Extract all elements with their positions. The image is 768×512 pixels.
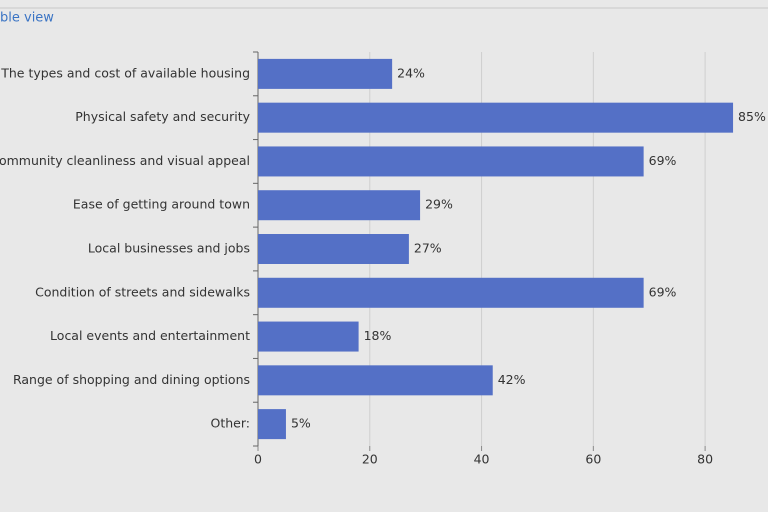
y-tick-label: Other: xyxy=(211,416,250,431)
y-tick-label: Ease of getting around town xyxy=(73,197,250,212)
bar xyxy=(258,321,359,352)
bar xyxy=(258,58,393,89)
data-label: 24% xyxy=(397,65,425,80)
x-tick-label: 60 xyxy=(585,452,601,467)
bar xyxy=(258,102,734,133)
y-tick-label: Local businesses and jobs xyxy=(88,241,250,256)
data-label: 5% xyxy=(291,416,311,431)
data-label: 18% xyxy=(364,328,392,343)
y-tick-label: Physical safety and security xyxy=(75,109,250,124)
bar xyxy=(258,365,493,396)
data-label: 29% xyxy=(425,197,453,212)
y-tick-label: Local events and entertainment xyxy=(50,328,250,343)
bar xyxy=(258,190,421,221)
data-label: 85% xyxy=(738,109,766,124)
y-tick-label: The types and cost of available housing xyxy=(0,65,250,80)
x-tick-label: 20 xyxy=(362,452,378,467)
bar xyxy=(258,146,644,177)
x-tick-label: 40 xyxy=(474,452,490,467)
data-label: 69% xyxy=(649,284,677,299)
data-label: 69% xyxy=(649,153,677,168)
data-label: 42% xyxy=(498,372,526,387)
y-tick-label: Condition of streets and sidewalks xyxy=(35,284,250,299)
table-view-link[interactable]: ble view xyxy=(0,11,54,26)
bar xyxy=(258,409,286,440)
x-tick-label: 0 xyxy=(254,452,262,467)
y-tick-label: ommunity cleanliness and visual appeal xyxy=(0,153,250,168)
data-label: 27% xyxy=(414,241,442,256)
y-tick-label: Range of shopping and dining options xyxy=(13,372,250,387)
x-tick-label: 80 xyxy=(697,452,713,467)
bar xyxy=(258,277,644,308)
bar xyxy=(258,234,409,264)
